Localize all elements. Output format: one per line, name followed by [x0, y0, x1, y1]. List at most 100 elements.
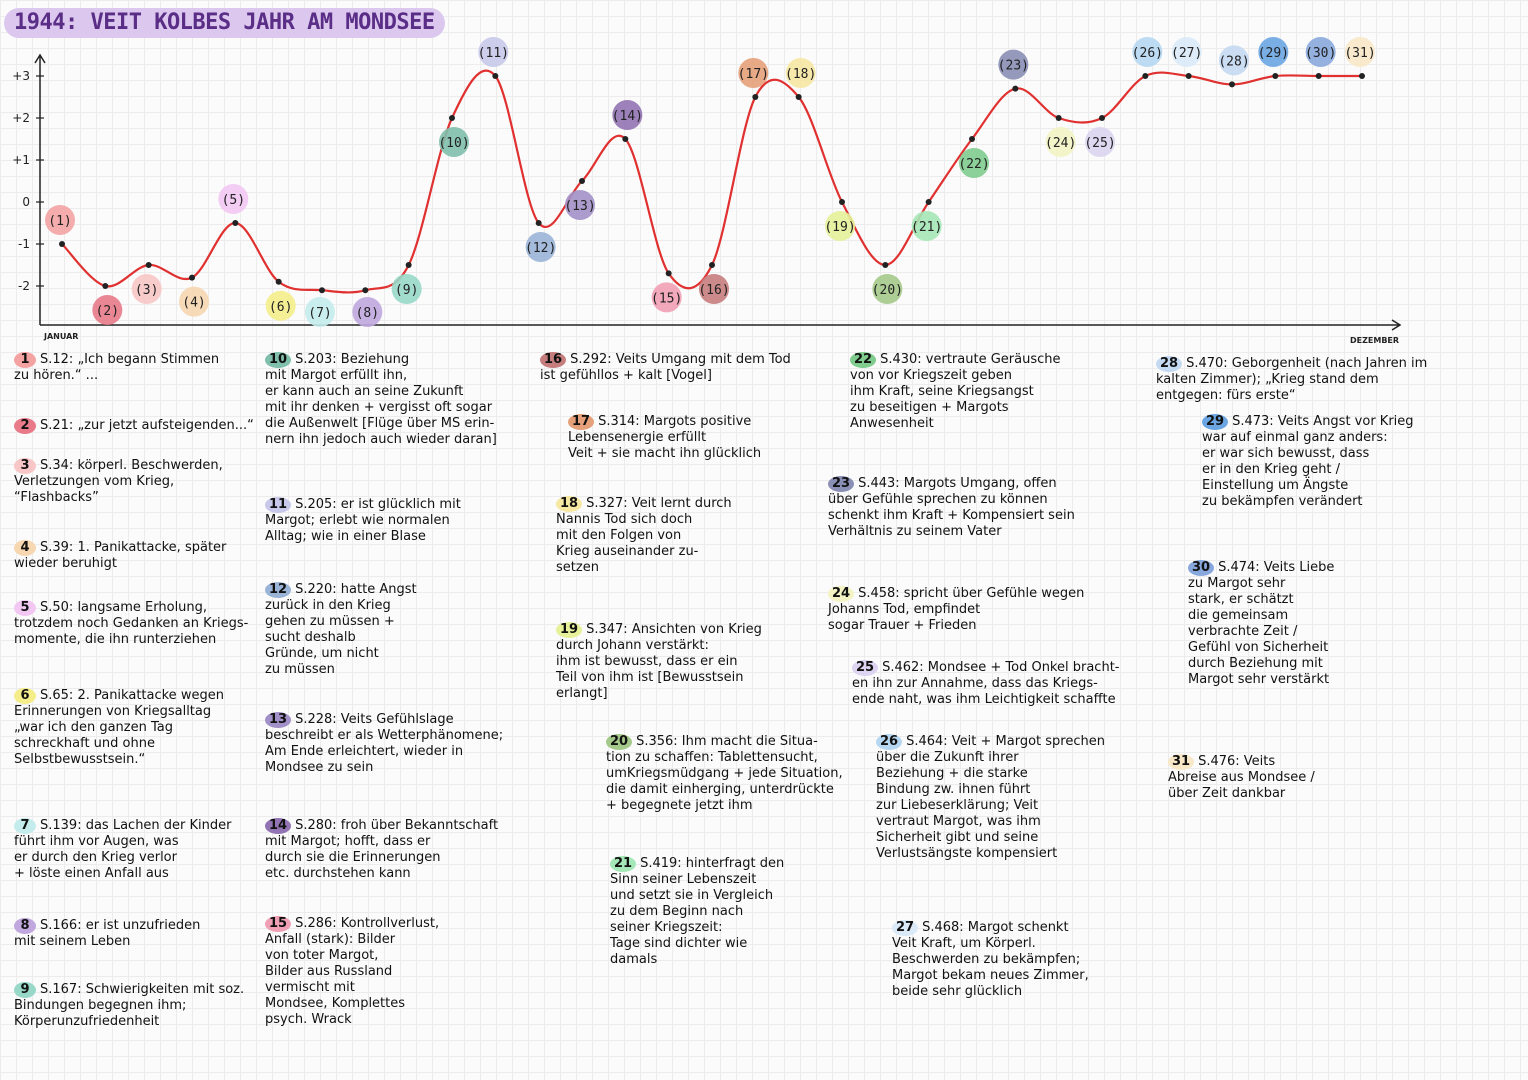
- data-point: [535, 220, 542, 226]
- data-point: [492, 73, 499, 79]
- data-point: [622, 136, 629, 142]
- point-badge: [92, 295, 123, 325]
- point-label: (19): [824, 220, 855, 235]
- point-badge: [651, 282, 682, 313]
- note-number-badge: 22: [850, 352, 877, 368]
- point-label: (17): [738, 67, 769, 82]
- x-label-end: DEZEMBER: [1350, 336, 1399, 345]
- data-point: [1142, 73, 1149, 79]
- data-point: [102, 283, 109, 289]
- note-24: 24 S.458: spricht über Gefühle wegen Joha…: [828, 586, 1084, 634]
- note-text: S.314: Margots positive Lebensenergie er…: [568, 414, 762, 461]
- note-text: S.139: das Lachen der Kinder führt ihm v…: [14, 818, 232, 881]
- data-point: [1359, 73, 1365, 79]
- x-label-start: JANUAR: [43, 332, 78, 341]
- point-badge: [478, 37, 509, 67]
- point-label: (5): [222, 193, 245, 208]
- data-point: [1315, 73, 1322, 79]
- data-point: [1272, 73, 1279, 79]
- point-badge: [1171, 37, 1202, 67]
- point-badge: [565, 190, 595, 220]
- data-point: [839, 199, 845, 205]
- note-29: 29 S.473: Veits Angst vor Krieg war auf e…: [1202, 414, 1414, 510]
- point-badge: [959, 148, 989, 178]
- note-number-badge: 19: [556, 622, 583, 638]
- note-number-badge: 10: [265, 352, 292, 368]
- data-point: [449, 115, 455, 121]
- note-15: 15 S.286: Kontrollverlust, Anfall (stark)…: [265, 916, 439, 1028]
- data-point: [405, 262, 412, 268]
- note-27: 27 S.468: Margot schenkt Veit Kraft, um K…: [892, 920, 1089, 1000]
- note-number-badge: 3: [14, 458, 36, 474]
- note-number-badge: 14: [265, 818, 292, 834]
- point-label: (12): [525, 241, 556, 256]
- point-label: (22): [958, 157, 989, 172]
- note-number-badge: 25: [852, 660, 879, 676]
- point-badge: [1345, 37, 1375, 67]
- point-badge: [179, 286, 209, 317]
- data-point: [1012, 85, 1019, 92]
- y-tick-label: +2: [12, 111, 30, 125]
- point-label: (25): [1084, 136, 1115, 151]
- point-label: (24): [1045, 136, 1076, 151]
- note-text: S.464: Veit + Margot sprechen über die Z…: [876, 734, 1105, 861]
- point-label: (23): [998, 59, 1029, 74]
- point-badge: [1085, 127, 1115, 157]
- note-6: 6 S.65: 2. Panikattacke wegen Erinnerunge…: [14, 688, 224, 768]
- note-30: 30 S.474: Veits Liebe zu Margot sehr star…: [1188, 560, 1334, 688]
- note-number-badge: 18: [556, 496, 583, 512]
- y-tick-label: +1: [12, 153, 30, 167]
- note-number-badge: 8: [14, 918, 36, 934]
- point-label: (26): [1132, 46, 1163, 61]
- note-text: S.470: Geborgenheit (nach Jahren im kalt…: [1156, 356, 1428, 403]
- page-title: 1944: VEIT KOLBES JAHR AM MONDSEE: [4, 8, 445, 38]
- point-label: (30): [1305, 46, 1336, 61]
- point-label: (20): [872, 283, 903, 298]
- point-label: (6): [269, 300, 292, 315]
- note-23: 23 S.443: Margots Umgang, offen über Gefü…: [828, 476, 1075, 540]
- data-point: [1099, 115, 1105, 121]
- note-number-badge: 23: [828, 476, 855, 492]
- point-label: (9): [395, 283, 418, 298]
- data-point: [1185, 73, 1192, 79]
- note-26: 26 S.464: Veit + Margot sprechen über die…: [876, 734, 1105, 862]
- note-text: S.468: Margot schenkt Veit Kraft, um Kör…: [892, 920, 1089, 999]
- point-badge: [872, 274, 903, 304]
- note-number-badge: 27: [892, 920, 919, 936]
- data-point: [1055, 115, 1062, 121]
- note-number-badge: 16: [540, 352, 567, 368]
- note-text: S.476: Veits Abreise aus Mondsee / über …: [1168, 754, 1315, 801]
- point-label: (3): [135, 283, 158, 298]
- note-text: S.65: 2. Panikattacke wegen Erinnerungen…: [14, 688, 224, 767]
- note-28: 28 S.470: Geborgenheit (nach Jahren im ka…: [1156, 356, 1427, 404]
- note-31: 31 S.476: Veits Abreise aus Mondsee / übe…: [1168, 754, 1315, 802]
- note-text: S.292: Veits Umgang mit dem Tod ist gefü…: [540, 352, 791, 383]
- data-point: [319, 287, 325, 294]
- point-label: (28): [1218, 54, 1249, 69]
- note-7: 7 S.139: das Lachen der Kinder führt ihm …: [14, 818, 232, 882]
- x-axis-arrow: [1391, 319, 1402, 331]
- data-point: [232, 220, 239, 226]
- note-text: S.473: Veits Angst vor Krieg war auf ein…: [1202, 414, 1414, 509]
- point-badge: [265, 290, 296, 321]
- note-text: S.347: Ansichten von Krieg durch Johann …: [556, 622, 762, 701]
- note-14: 14 S.280: froh über Bekanntschaft mit Mar…: [265, 818, 498, 882]
- note-text: S.458: spricht über Gefühle wegen Johann…: [828, 586, 1085, 633]
- note-2: 2 S.21: „zur jetzt aufsteigenden...“: [14, 418, 254, 434]
- note-number-badge: 21: [610, 856, 637, 872]
- y-tick-label: -2: [18, 279, 30, 293]
- point-label: (7): [308, 306, 331, 321]
- point-label: (27): [1171, 46, 1202, 61]
- point-label: (1): [48, 214, 71, 229]
- point-badge: [738, 58, 769, 88]
- note-number-badge: 2: [14, 418, 36, 434]
- note-12: 12 S.220: hatte Angst zurück in den Krieg…: [265, 582, 417, 678]
- note-number-badge: 28: [1156, 356, 1183, 372]
- point-label: (11): [478, 46, 509, 61]
- data-point: [795, 94, 802, 100]
- note-4: 4 S.39: 1. Panikattacke, später wieder be…: [14, 540, 226, 572]
- point-badge: [699, 274, 729, 304]
- note-16: 16 S.292: Veits Umgang mit dem Tod ist ge…: [540, 352, 791, 384]
- point-badge: [825, 211, 855, 241]
